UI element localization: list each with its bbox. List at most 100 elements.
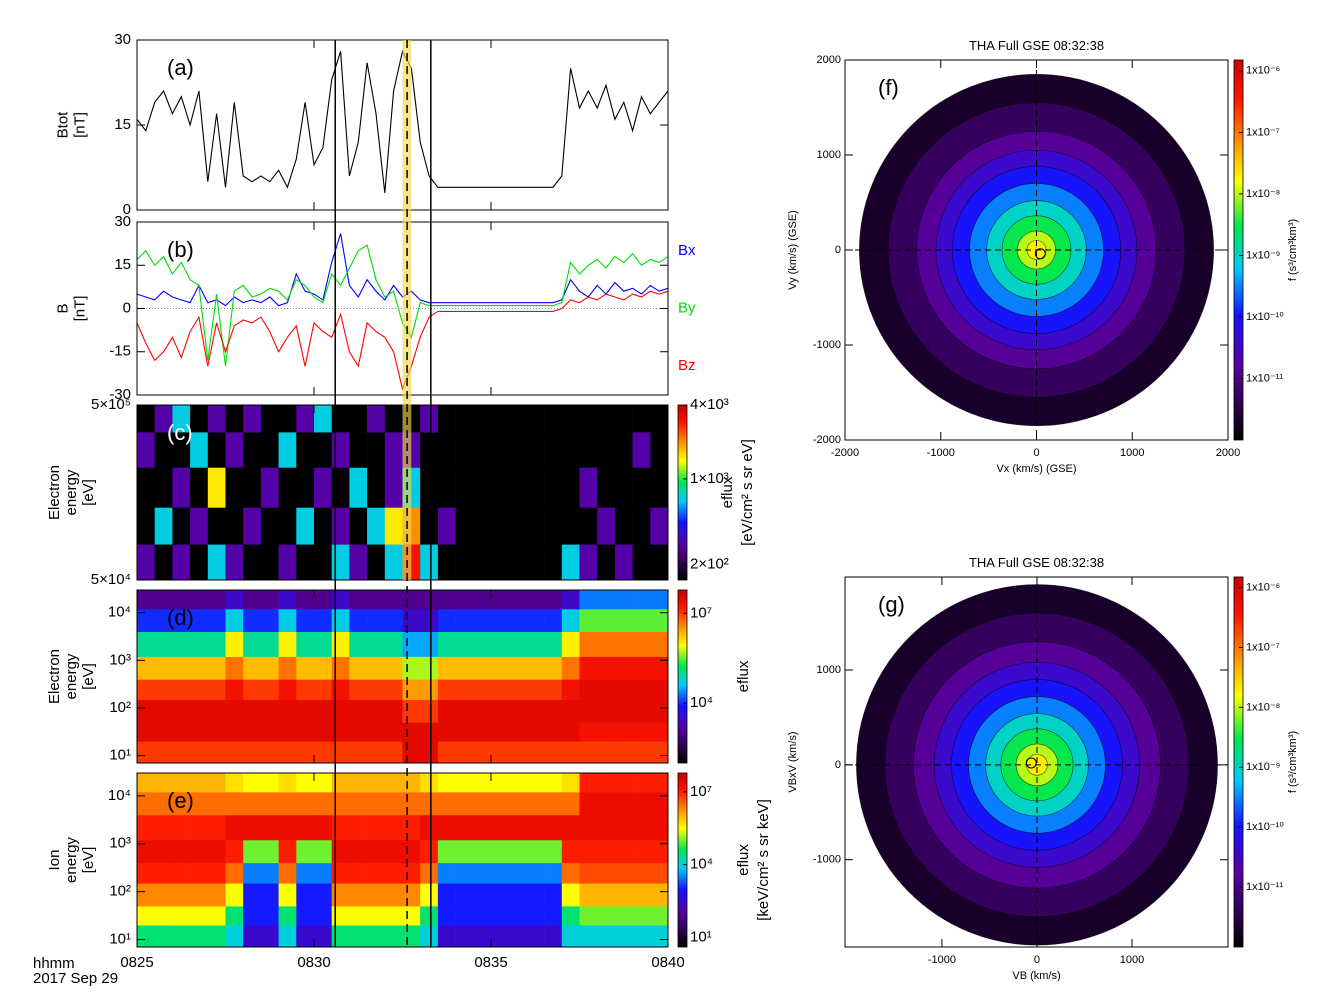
heatmap-cell xyxy=(650,679,669,700)
heatmap-cell xyxy=(614,862,633,884)
heatmap-cell xyxy=(508,631,527,657)
heatmap-cell xyxy=(579,656,598,680)
heatmap-cell xyxy=(420,405,439,433)
x-tick-label: -2000 xyxy=(831,447,859,459)
heatmap-cell xyxy=(331,906,350,926)
heatmap-cell xyxy=(437,925,456,948)
heatmap-cell xyxy=(260,631,279,657)
heatmap-cell xyxy=(455,741,474,764)
heatmap-cell xyxy=(225,590,244,610)
heatmap-cell xyxy=(650,862,669,884)
heatmap-cell xyxy=(420,544,439,581)
heatmap-cell xyxy=(508,722,527,742)
heatmap-cell xyxy=(437,631,456,657)
heatmap-cell xyxy=(349,631,368,657)
y-tick-label: 30 xyxy=(114,31,131,48)
heatmap-cell xyxy=(437,699,456,723)
x-tick-label: -1000 xyxy=(928,954,956,966)
heatmap-cell xyxy=(402,699,421,723)
heatmap-cell xyxy=(190,432,209,468)
heatmap-cell xyxy=(349,792,368,816)
heatmap-cell xyxy=(367,741,386,764)
heatmap-cell xyxy=(154,814,173,841)
x-tick-label: 1000 xyxy=(1120,954,1144,966)
heatmap-cell xyxy=(544,792,563,816)
heatmap-cell xyxy=(561,405,580,433)
heatmap-cell xyxy=(526,507,545,545)
heatmap-cell xyxy=(349,679,368,700)
heatmap-cell xyxy=(561,862,580,884)
heatmap-cell xyxy=(349,839,368,864)
heatmap-cell xyxy=(526,883,545,907)
heatmap-cell xyxy=(420,883,439,907)
heatmap-cell xyxy=(455,862,474,884)
heatmap-cell xyxy=(491,773,509,793)
colorbar-tick-label: 1x10⁻¹⁰ xyxy=(1246,311,1284,323)
heatmap-cell xyxy=(384,906,403,926)
heatmap-cell xyxy=(473,906,492,926)
heatmap-cell xyxy=(650,467,669,508)
heatmap-cell xyxy=(137,405,155,433)
heatmap-cell xyxy=(561,631,580,657)
heatmap-cell xyxy=(491,544,509,581)
heatmap-cell xyxy=(491,906,509,926)
heatmap-cell xyxy=(314,814,332,841)
heatmap-cell xyxy=(632,839,651,864)
heatmap-cell xyxy=(544,405,563,433)
heatmap-cell xyxy=(597,722,616,742)
heatmap-cell xyxy=(314,679,332,700)
heatmap-cell xyxy=(420,906,439,926)
time-unit-label: hhmm xyxy=(33,955,75,972)
heatmap-cell xyxy=(508,656,527,680)
colorbar-tick-label: 1x10⁻⁶ xyxy=(1246,581,1280,593)
heatmap-cell xyxy=(526,544,545,581)
heatmap-cell xyxy=(296,883,315,907)
heatmap-cell xyxy=(314,507,332,545)
colorbar-tick-label: 1x10⁻⁹ xyxy=(1246,249,1280,261)
heatmap-cell xyxy=(243,679,262,700)
heatmap-cell xyxy=(296,773,315,793)
heatmap-cell xyxy=(632,699,651,723)
heatmap-cell xyxy=(154,590,173,610)
heatmap-cell xyxy=(278,405,297,433)
heatmap-cell xyxy=(243,631,262,657)
colorbar-tick-label: 1x10⁻¹¹ xyxy=(1246,372,1283,384)
heatmap-cell xyxy=(491,862,509,884)
heatmap-cell xyxy=(632,590,651,610)
heatmap-cell xyxy=(597,814,616,841)
heatmap-cell xyxy=(402,608,421,632)
heatmap-cell xyxy=(384,839,403,864)
heatmap-cell xyxy=(384,467,403,508)
heatmap-cell xyxy=(491,925,509,948)
heatmap-cell xyxy=(225,656,244,680)
heatmap-cell xyxy=(597,741,616,764)
heatmap-cell xyxy=(314,839,332,864)
heatmap-cell xyxy=(384,925,403,948)
heatmap-cell xyxy=(437,814,456,841)
heatmap-cell xyxy=(137,699,155,723)
heatmap-cell xyxy=(561,925,580,948)
heatmap-cell xyxy=(455,405,474,433)
heatmap-cell xyxy=(384,699,403,723)
heatmap-cell xyxy=(190,814,209,841)
x-tick-label: -1000 xyxy=(927,447,955,459)
heatmap-cell xyxy=(632,608,651,632)
heatmap-cell xyxy=(508,590,527,610)
y-tick-label: 1000 xyxy=(817,664,841,676)
heatmap-cell xyxy=(455,608,474,632)
heatmap-cell xyxy=(544,432,563,468)
heatmap-cell xyxy=(314,925,332,948)
heatmap-cell xyxy=(508,467,527,508)
heatmap-cell xyxy=(172,467,191,508)
heatmap-cell xyxy=(137,906,155,926)
heatmap-cell xyxy=(207,792,226,816)
heatmap-cell xyxy=(278,814,297,841)
heatmap-cell xyxy=(597,631,616,657)
heatmap-cell xyxy=(384,405,403,433)
heatmap-cell xyxy=(207,814,226,841)
heatmap-cell xyxy=(650,925,669,948)
heatmap-cell xyxy=(207,925,226,948)
heatmap-cell xyxy=(172,839,191,864)
heatmap-cell xyxy=(243,722,262,742)
heatmap-cell xyxy=(402,679,421,700)
